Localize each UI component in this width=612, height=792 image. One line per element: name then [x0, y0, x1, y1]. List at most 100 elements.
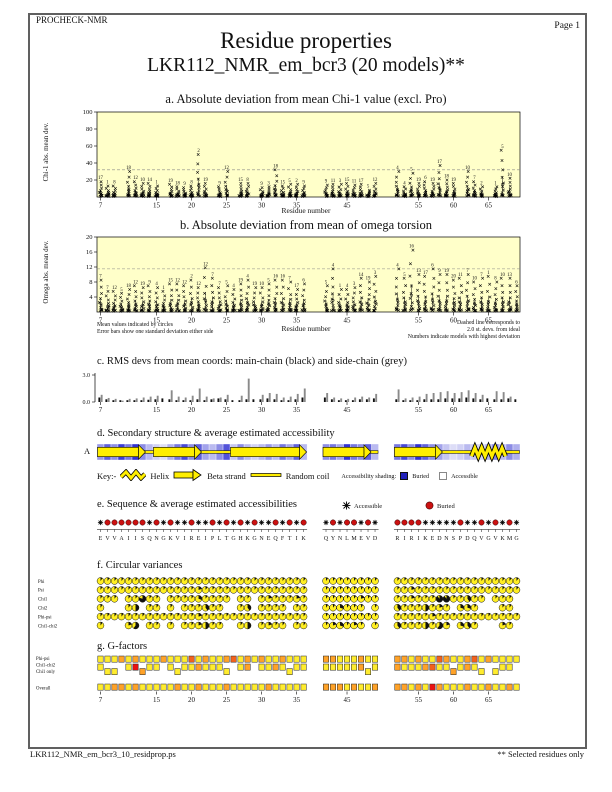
svg-text:18: 18: [444, 175, 449, 180]
svg-text:19: 19: [430, 178, 435, 183]
model-label: A: [84, 446, 91, 456]
svg-text:M: M: [507, 536, 513, 542]
svg-text:7: 7: [106, 286, 109, 291]
svg-text:60: 60: [450, 696, 458, 704]
svg-text:Chi2: Chi2: [38, 607, 48, 612]
svg-text:N: N: [154, 536, 159, 542]
svg-text:Q: Q: [324, 536, 329, 542]
svg-text:60: 60: [450, 317, 458, 325]
svg-text:45: 45: [344, 696, 352, 704]
svg-text:25: 25: [223, 317, 231, 325]
key-label: Key:-: [97, 471, 117, 481]
svg-text:13: 13: [416, 269, 421, 274]
svg-text:Chi1-chi2: Chi1-chi2: [36, 664, 56, 669]
svg-text:Phi: Phi: [38, 580, 45, 585]
svg-text:45: 45: [344, 406, 352, 414]
svg-text:D: D: [437, 536, 442, 542]
panel-e-title: e. Sequence & average estimated accessib…: [97, 499, 297, 510]
svg-text:19: 19: [238, 278, 243, 283]
svg-text:5: 5: [288, 179, 291, 184]
svg-text:16: 16: [280, 275, 285, 280]
svg-text:7: 7: [99, 202, 103, 210]
svg-text:7: 7: [288, 277, 291, 282]
svg-text:D: D: [465, 536, 470, 542]
panel-b-title: b. Absolute deviation from mean of omega…: [179, 218, 433, 232]
random-coil-icon: [250, 471, 282, 481]
svg-text:Chi1: Chi1: [38, 598, 48, 603]
page-number: Page 1: [554, 21, 580, 31]
svg-text:100: 100: [83, 109, 93, 116]
svg-text:N: N: [338, 536, 343, 542]
svg-text:D: D: [373, 536, 378, 542]
svg-text:17: 17: [359, 179, 364, 184]
svg-text:7: 7: [99, 406, 103, 414]
note-dash-line3: Numbers indicate models with highest dev…: [407, 334, 520, 341]
svg-text:12: 12: [133, 176, 138, 181]
svg-text:Overall: Overall: [36, 687, 51, 692]
svg-text:8: 8: [494, 277, 497, 282]
page-border: [28, 13, 587, 749]
beta-strand-icon: [173, 468, 203, 484]
buried-swatch: [400, 472, 409, 480]
svg-text:K: K: [245, 536, 250, 542]
svg-text:19: 19: [416, 178, 421, 183]
svg-text:25: 25: [223, 406, 231, 414]
svg-text:20: 20: [451, 275, 456, 280]
svg-text:Q: Q: [472, 536, 477, 542]
svg-text:12: 12: [86, 264, 93, 271]
svg-text:3: 3: [353, 282, 356, 287]
svg-text:9: 9: [438, 269, 441, 274]
svg-text:15: 15: [153, 406, 161, 414]
svg-text:4: 4: [89, 294, 93, 301]
svg-text:1: 1: [106, 180, 109, 185]
svg-text:8: 8: [190, 180, 193, 185]
svg-text:R: R: [395, 536, 399, 542]
buried-key-label: Buried: [412, 472, 430, 480]
svg-text:E: E: [99, 536, 103, 542]
svg-text:30: 30: [258, 317, 266, 325]
svg-text:V: V: [175, 536, 180, 542]
svg-text:A: A: [119, 536, 124, 542]
svg-text:9: 9: [218, 181, 221, 186]
svg-text:E: E: [197, 536, 201, 542]
svg-text:1: 1: [339, 284, 342, 289]
svg-text:K: K: [301, 536, 306, 542]
svg-text:E: E: [267, 536, 271, 542]
svg-text:V: V: [479, 536, 484, 542]
note-dashed-line: Dashed line corresponds to 2.0 st. devs.…: [290, 320, 520, 342]
svg-text:1: 1: [155, 180, 158, 185]
svg-text:65: 65: [485, 317, 493, 325]
svg-text:7: 7: [466, 269, 469, 274]
svg-text:17: 17: [98, 176, 103, 181]
svg-text:I: I: [205, 536, 207, 542]
accessible-legend: Accessible: [342, 501, 382, 512]
svg-text:L: L: [345, 536, 349, 542]
svg-text:1: 1: [487, 271, 490, 276]
svg-text:5: 5: [410, 168, 413, 173]
buried-legend-label: Buried: [437, 503, 455, 510]
svg-text:18: 18: [273, 164, 278, 169]
svg-text:12: 12: [373, 178, 378, 183]
svg-text:Chi1 only: Chi1 only: [36, 670, 56, 675]
svg-text:4: 4: [403, 181, 406, 186]
svg-text:14: 14: [147, 178, 152, 183]
svg-text:8: 8: [246, 178, 249, 183]
svg-text:17: 17: [437, 160, 442, 165]
panel-g-title: g. G-factors: [97, 641, 148, 652]
svg-text:25: 25: [223, 202, 231, 210]
svg-text:5: 5: [367, 185, 370, 190]
svg-text:15: 15: [168, 278, 173, 283]
svg-text:35: 35: [293, 696, 301, 704]
svg-text:7: 7: [99, 275, 102, 280]
svg-text:9: 9: [183, 182, 186, 187]
svg-text:6: 6: [424, 176, 427, 181]
svg-text:10: 10: [140, 178, 145, 183]
svg-text:4: 4: [346, 284, 349, 289]
helix-icon: [119, 468, 147, 483]
svg-text:11: 11: [458, 273, 463, 278]
svg-text:K: K: [168, 536, 173, 542]
panel-b-xlabel: Residue number: [281, 324, 331, 333]
svg-text:V: V: [366, 536, 371, 542]
svg-text:5: 5: [325, 280, 328, 285]
